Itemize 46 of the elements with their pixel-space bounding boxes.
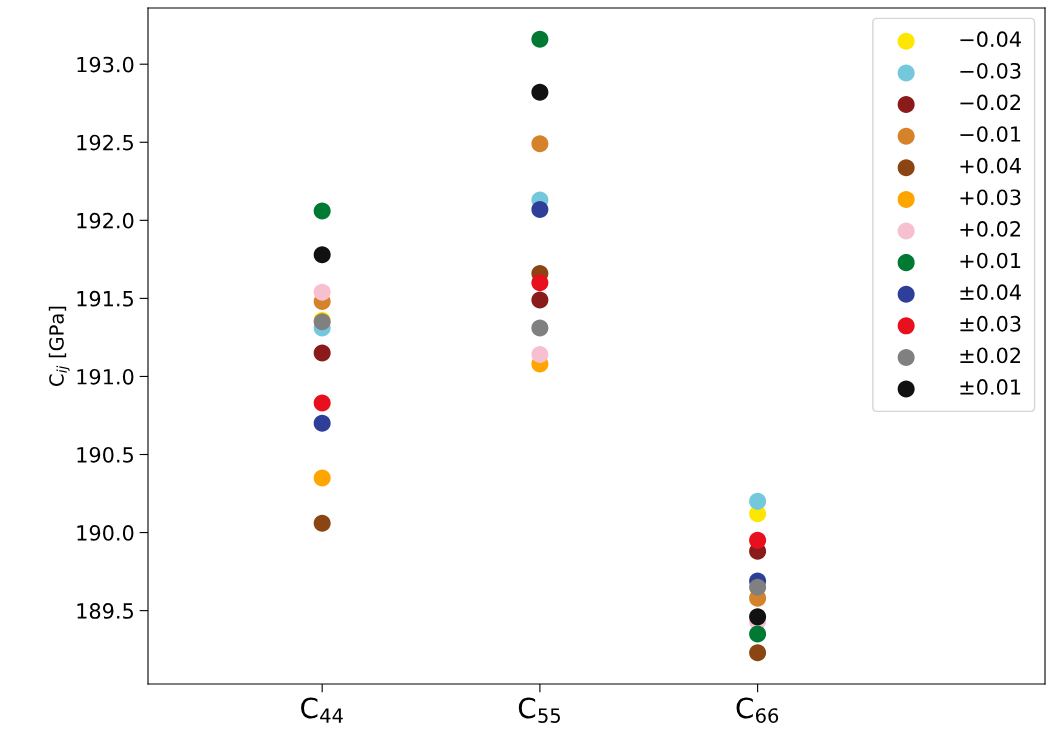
point <box>749 492 767 510</box>
legend-label: −0.04 <box>960 31 1021 48</box>
legend-label: +0.02 <box>960 221 1020 237</box>
legend-label: ±0.04 <box>960 284 1021 301</box>
point <box>749 578 767 596</box>
point <box>531 83 549 101</box>
legend-label: +0.01 <box>960 252 1021 269</box>
y-tick-label: 189.5 <box>77 603 133 619</box>
point <box>313 246 331 264</box>
point <box>313 344 331 362</box>
point <box>531 346 549 364</box>
y-axis-title: C$_{ij}$ [GPa] <box>48 306 70 386</box>
x-tick-label: C$_{55}$ <box>518 697 560 723</box>
point <box>531 291 549 309</box>
x-tick-label: C$_{66}$ <box>736 697 779 723</box>
point <box>749 531 767 549</box>
point <box>531 319 549 337</box>
point <box>531 274 549 292</box>
y-tick-label: 193.0 <box>77 56 134 73</box>
point <box>313 469 331 487</box>
point <box>531 200 549 218</box>
legend-label: +0.03 <box>960 189 1021 206</box>
y-tick-label: 192.0 <box>77 212 134 229</box>
legend-label: −0.03 <box>960 62 1021 79</box>
x-tick-label: C$_{44}$ <box>301 697 343 723</box>
point <box>313 414 331 432</box>
point <box>313 283 331 301</box>
legend-label: ±0.03 <box>960 315 1021 332</box>
point <box>313 394 331 412</box>
legend-label: ±0.02 <box>960 347 1020 364</box>
legend-label: −0.02 <box>960 94 1020 111</box>
point <box>531 135 549 153</box>
point <box>749 625 767 643</box>
legend-label: +0.04 <box>960 157 1021 174</box>
legend-label: −0.01 <box>960 126 1021 142</box>
point <box>313 514 331 532</box>
point <box>749 644 767 662</box>
y-tick-label: 191.5 <box>77 290 133 307</box>
y-tick-label: 190.5 <box>77 446 133 463</box>
point <box>749 608 767 626</box>
y-tick-label: 190.0 <box>77 525 134 541</box>
point <box>531 30 549 48</box>
point <box>313 202 331 220</box>
y-tick-label: 192.5 <box>77 134 133 151</box>
y-tick-label: 191.0 <box>77 368 134 385</box>
legend-label: ±0.01 <box>960 379 1021 395</box>
